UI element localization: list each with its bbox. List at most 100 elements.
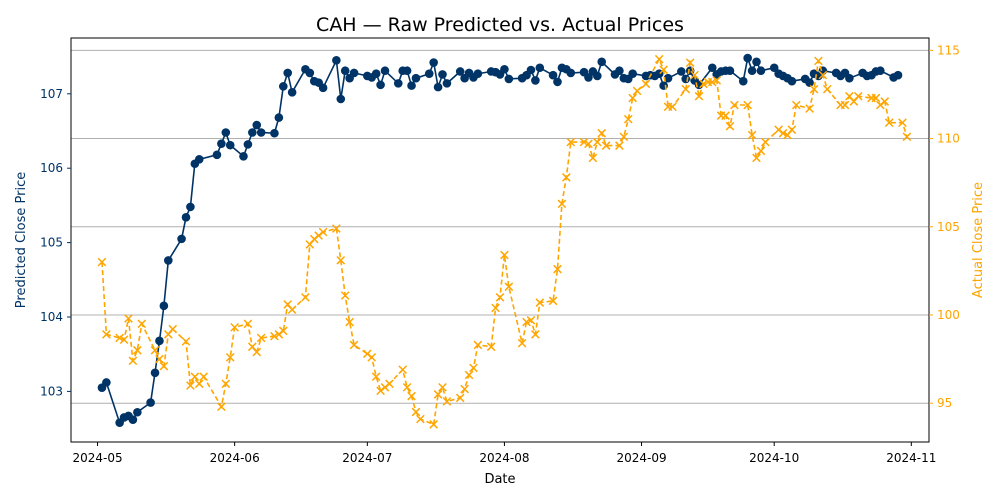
- predicted-point: [177, 234, 186, 244]
- actual-point: [460, 384, 469, 394]
- actual-point: [699, 79, 708, 89]
- predicted-point: [615, 66, 624, 76]
- y-axis-left: 103 104 105 106 107: [40, 87, 71, 398]
- predicted-point: [584, 73, 593, 82]
- actual-point: [725, 121, 735, 131]
- actual-point: [473, 340, 483, 350]
- predicted-point: [150, 368, 160, 378]
- predicted-point: [433, 82, 443, 92]
- y-left-tick-label: 103: [40, 384, 63, 398]
- actual-point: [522, 317, 531, 327]
- actual-point: [128, 356, 138, 366]
- predicted-point: [181, 213, 191, 222]
- actual-point: [181, 337, 191, 346]
- actual-point: [818, 70, 828, 80]
- predicted-point: [677, 67, 686, 76]
- x-axis-title: Date: [484, 472, 515, 487]
- predicted-point: [217, 139, 226, 148]
- actual-point: [597, 128, 607, 138]
- y-right-tick-label: 105: [937, 220, 960, 234]
- predicted-point: [102, 378, 111, 387]
- predicted-point: [805, 78, 814, 87]
- predicted-point: [402, 66, 412, 76]
- predicted-point: [376, 80, 385, 90]
- actual-point: [743, 100, 753, 110]
- predicted-point: [535, 63, 545, 73]
- predicted-point: [438, 70, 447, 79]
- actual-point: [756, 146, 766, 156]
- actual-point: [287, 305, 297, 315]
- actual-point: [133, 345, 142, 355]
- y-left-tick-label: 104: [40, 310, 63, 324]
- actual-point: [592, 137, 602, 147]
- actual-line: [101, 57, 908, 426]
- actual-point: [119, 335, 129, 345]
- predicted-point: [256, 128, 266, 137]
- actual-point: [270, 331, 279, 341]
- actual-point: [371, 372, 381, 382]
- predicted-point: [553, 77, 562, 87]
- x-tick-label: 2024-10: [749, 451, 799, 465]
- actual-point: [433, 390, 443, 399]
- predicted-point: [411, 73, 421, 83]
- predicted-point: [681, 74, 691, 84]
- actual-point: [318, 227, 328, 237]
- actual-point: [791, 100, 801, 110]
- actual-point: [438, 382, 447, 392]
- predicted-point: [725, 66, 735, 76]
- predicted-point: [752, 57, 761, 67]
- y-left-tick-label: 107: [40, 87, 63, 101]
- actual-point: [398, 365, 408, 374]
- actual-point: [668, 102, 677, 112]
- predicted-point: [225, 140, 235, 150]
- predicted-point: [146, 398, 155, 407]
- actual-point: [345, 317, 354, 327]
- x-tick-label: 2024-08: [479, 451, 529, 465]
- actual-point: [256, 333, 266, 343]
- actual-point: [548, 296, 558, 306]
- predicted-point: [332, 56, 341, 65]
- predicted-point: [128, 415, 138, 424]
- actual-point: [486, 342, 496, 352]
- predicted-point: [747, 66, 757, 76]
- x-axis: 2024-05 2024-06 2024-07 2024-08 2024-09 2024-…: [72, 442, 936, 465]
- actual-point: [150, 345, 160, 355]
- actual-point: [588, 153, 598, 163]
- predicted-point: [163, 256, 173, 265]
- predicted-point: [628, 69, 637, 79]
- predicted-point: [380, 66, 390, 76]
- predicted-point: [133, 407, 142, 417]
- x-tick-label: 2024-09: [616, 451, 666, 465]
- actual-point: [495, 293, 505, 302]
- predicted-point: [349, 68, 359, 78]
- series-layer: [97, 53, 912, 429]
- actual-point: [194, 379, 204, 389]
- actual-point: [531, 330, 540, 339]
- actual-point: [385, 379, 394, 389]
- actual-point: [199, 372, 209, 382]
- predicted-point: [407, 81, 416, 90]
- x-tick-label: 2024-05: [72, 451, 122, 465]
- actual-point: [747, 130, 757, 140]
- actual-point: [632, 86, 642, 96]
- actual-point: [601, 141, 611, 150]
- predicted-point: [429, 58, 438, 67]
- actual-point: [230, 322, 239, 332]
- plot-frame: [70, 37, 930, 443]
- actual-point: [880, 97, 890, 106]
- predicted-point: [155, 336, 164, 346]
- y-right-tick-label: 115: [937, 43, 960, 57]
- actual-point: [159, 361, 169, 371]
- actual-point: [155, 354, 164, 364]
- actual-point: [730, 100, 739, 110]
- predicted-point: [243, 140, 253, 149]
- actual-point: [336, 255, 346, 265]
- actual-point: [367, 352, 377, 362]
- actual-point: [217, 402, 226, 412]
- actual-point: [884, 118, 894, 128]
- x-tick-label: 2024-11: [886, 451, 936, 465]
- actual-point: [221, 379, 231, 389]
- actual-point: [455, 393, 465, 403]
- actual-point: [579, 137, 589, 147]
- actual-point: [469, 363, 478, 373]
